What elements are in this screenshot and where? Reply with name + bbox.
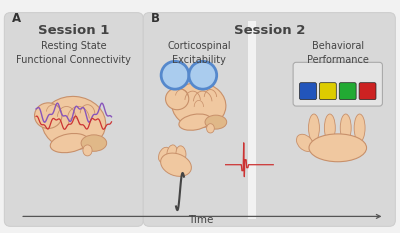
Ellipse shape <box>340 114 351 142</box>
FancyBboxPatch shape <box>300 83 316 99</box>
FancyArrowPatch shape <box>23 214 380 218</box>
Ellipse shape <box>161 153 191 176</box>
Ellipse shape <box>167 145 177 161</box>
Circle shape <box>161 61 189 89</box>
Ellipse shape <box>205 115 227 129</box>
FancyBboxPatch shape <box>143 13 395 226</box>
Ellipse shape <box>308 114 320 142</box>
Text: B: B <box>151 12 160 25</box>
Ellipse shape <box>34 103 62 128</box>
Ellipse shape <box>158 147 170 162</box>
Ellipse shape <box>206 124 214 133</box>
Text: Session 2: Session 2 <box>234 24 305 37</box>
Ellipse shape <box>83 145 92 156</box>
Ellipse shape <box>324 114 335 142</box>
Ellipse shape <box>296 134 314 151</box>
FancyBboxPatch shape <box>339 83 356 99</box>
Ellipse shape <box>50 134 88 153</box>
Text: A: A <box>12 12 21 25</box>
Ellipse shape <box>42 96 106 150</box>
Text: Corticospinal
Excitability: Corticospinal Excitability <box>167 41 231 65</box>
Text: Resting State
Functional Connectivity: Resting State Functional Connectivity <box>16 41 131 65</box>
FancyBboxPatch shape <box>4 13 143 226</box>
FancyBboxPatch shape <box>293 62 382 106</box>
Text: Session 1: Session 1 <box>38 24 110 37</box>
Ellipse shape <box>179 114 211 130</box>
Text: Behavioral
Performance: Behavioral Performance <box>307 41 369 65</box>
Ellipse shape <box>176 146 186 162</box>
Ellipse shape <box>81 135 107 151</box>
Ellipse shape <box>309 134 366 162</box>
Ellipse shape <box>166 88 189 110</box>
Text: Time: Time <box>188 215 214 225</box>
Circle shape <box>189 61 217 89</box>
Bar <box>248 21 256 219</box>
Ellipse shape <box>354 114 365 142</box>
FancyBboxPatch shape <box>320 83 336 99</box>
Ellipse shape <box>172 82 226 128</box>
FancyBboxPatch shape <box>359 83 376 99</box>
